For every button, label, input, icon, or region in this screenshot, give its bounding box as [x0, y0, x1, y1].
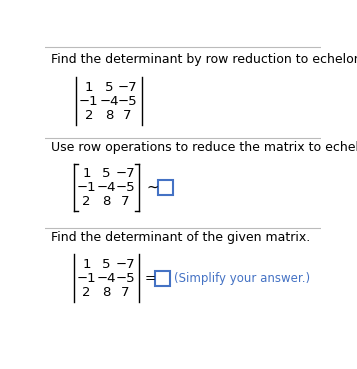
Text: Find the determinant of the given matrix.: Find the determinant of the given matrix… [51, 231, 310, 244]
Text: 7: 7 [121, 195, 130, 208]
Text: 5: 5 [102, 167, 111, 180]
Text: 1: 1 [85, 81, 93, 94]
Text: 8: 8 [102, 195, 111, 208]
Text: 1: 1 [82, 258, 91, 271]
Text: −4: −4 [97, 272, 116, 285]
Text: −1: −1 [79, 95, 99, 108]
FancyBboxPatch shape [158, 180, 173, 195]
Text: −4: −4 [99, 95, 119, 108]
Text: Use row operations to reduce the matrix to echelon form.: Use row operations to reduce the matrix … [51, 141, 357, 154]
Text: −5: −5 [115, 272, 135, 285]
Text: −1: −1 [77, 181, 96, 194]
Text: =: = [145, 272, 156, 285]
Text: 7: 7 [123, 108, 132, 122]
Text: −5: −5 [115, 181, 135, 194]
Text: ~: ~ [147, 180, 159, 195]
Text: 8: 8 [105, 108, 113, 122]
Text: 5: 5 [105, 81, 113, 94]
Text: −5: −5 [118, 95, 137, 108]
Text: (Simplify your answer.): (Simplify your answer.) [174, 272, 310, 285]
Text: −4: −4 [97, 181, 116, 194]
Text: −7: −7 [115, 258, 135, 271]
Text: −1: −1 [77, 272, 96, 285]
Text: 2: 2 [85, 108, 93, 122]
Text: 7: 7 [121, 286, 130, 299]
Text: −7: −7 [115, 167, 135, 180]
Text: Find the determinant by row reduction to echelon form.: Find the determinant by row reduction to… [51, 53, 357, 66]
FancyBboxPatch shape [155, 270, 170, 286]
Text: 2: 2 [82, 286, 91, 299]
Text: 5: 5 [102, 258, 111, 271]
Text: 1: 1 [82, 167, 91, 180]
Text: −7: −7 [118, 81, 137, 94]
Text: 8: 8 [102, 286, 111, 299]
Text: 2: 2 [82, 195, 91, 208]
